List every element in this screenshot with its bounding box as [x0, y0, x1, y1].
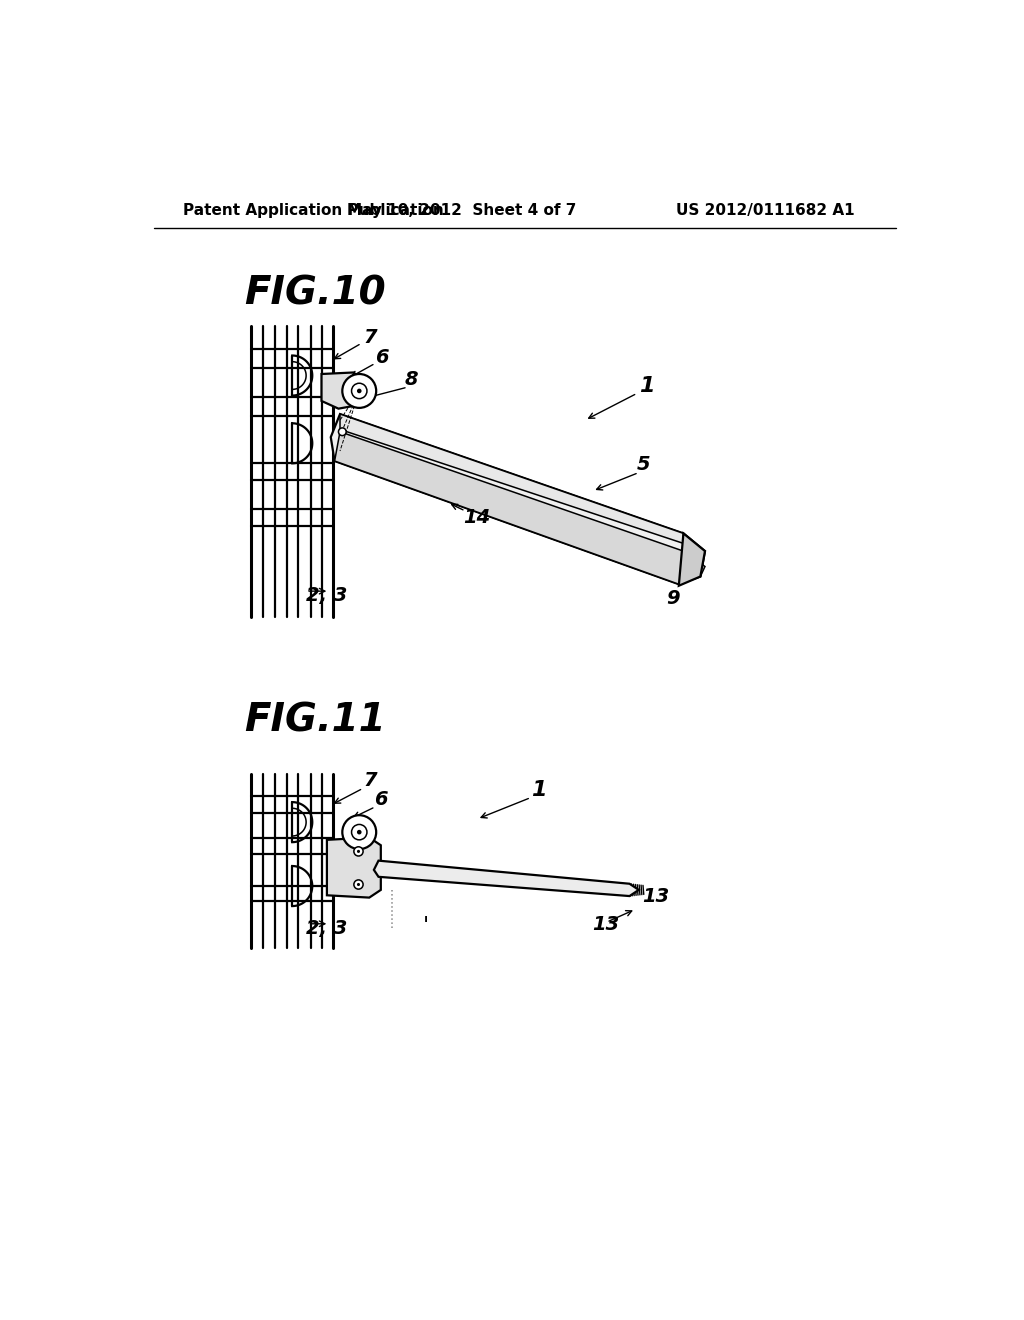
Text: 13: 13: [643, 887, 670, 906]
Polygon shape: [679, 533, 705, 586]
Text: 9: 9: [666, 589, 679, 609]
Circle shape: [354, 880, 364, 890]
Circle shape: [339, 428, 346, 436]
Polygon shape: [374, 861, 639, 896]
Text: 2, 3: 2, 3: [306, 586, 347, 606]
Text: 2, 3: 2, 3: [306, 919, 347, 939]
Text: US 2012/0111682 A1: US 2012/0111682 A1: [676, 203, 854, 218]
Text: 7: 7: [364, 327, 377, 347]
Polygon shape: [340, 414, 683, 544]
Circle shape: [342, 374, 376, 408]
Text: 14: 14: [463, 508, 490, 528]
Text: 5: 5: [637, 455, 651, 474]
Circle shape: [357, 850, 360, 853]
Text: 1: 1: [531, 780, 547, 800]
Text: 8: 8: [404, 370, 419, 389]
Text: FIG.11: FIG.11: [245, 701, 386, 739]
Text: 7: 7: [364, 771, 377, 791]
Polygon shape: [335, 432, 705, 585]
Circle shape: [354, 847, 364, 855]
Circle shape: [357, 830, 361, 834]
Text: 6: 6: [376, 347, 389, 367]
Polygon shape: [327, 837, 381, 898]
Text: 6: 6: [374, 789, 387, 809]
Polygon shape: [322, 372, 361, 409]
Circle shape: [342, 816, 376, 849]
Text: Patent Application Publication: Patent Application Publication: [183, 203, 443, 218]
Text: ': ': [423, 916, 429, 936]
Text: 1: 1: [639, 376, 654, 396]
Polygon shape: [331, 414, 705, 585]
Text: 13: 13: [593, 915, 620, 935]
Text: FIG.10: FIG.10: [245, 275, 386, 312]
Circle shape: [357, 883, 360, 886]
Circle shape: [357, 388, 361, 393]
Text: May 10, 2012  Sheet 4 of 7: May 10, 2012 Sheet 4 of 7: [347, 203, 577, 218]
